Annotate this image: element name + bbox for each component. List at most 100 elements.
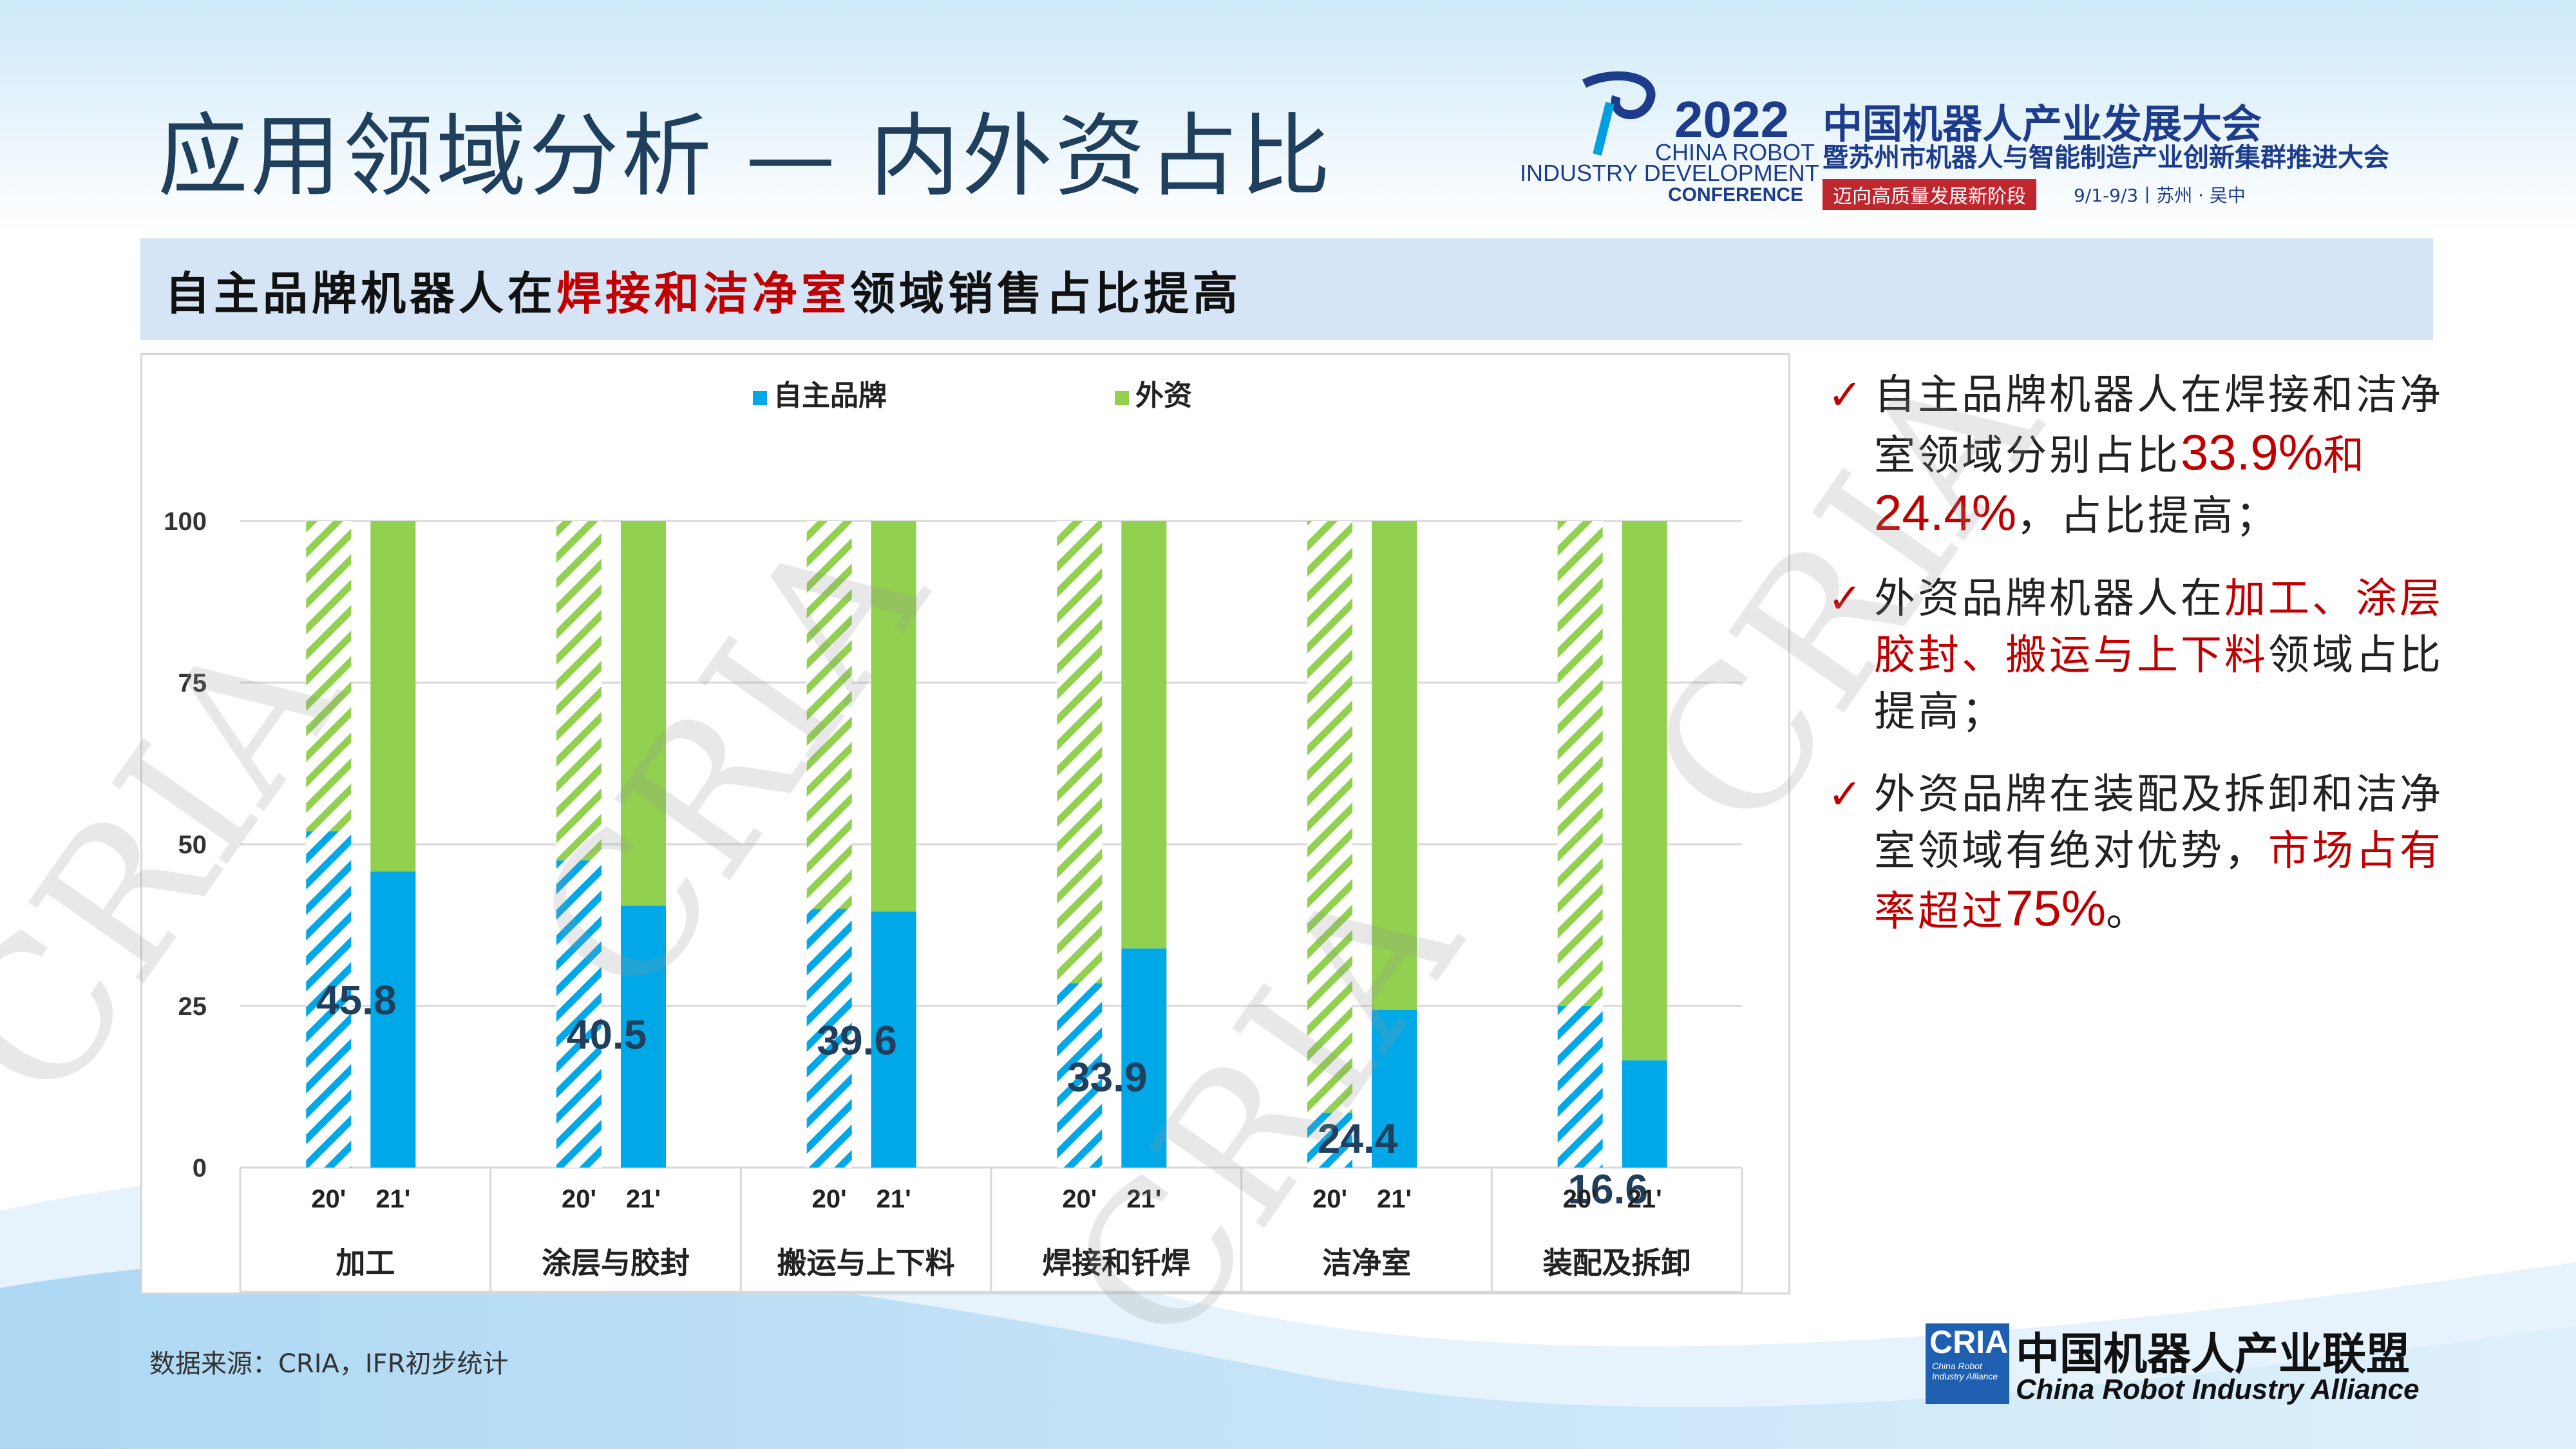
robot-logo-icon [1582,71,1656,156]
check-icon: ✓ [1828,372,1865,419]
legend-label-domestic: 自主品牌 [773,379,887,412]
data-label: 16.6 [1567,1166,1648,1212]
logo-date-place: 9/1-9/3丨苏州 · 吴中 [2074,185,2246,206]
bar-21-domestic [871,911,916,1168]
bar-21-foreign [621,521,666,906]
data-label: 40.5 [567,1011,647,1057]
bar-20-domestic [306,831,352,1168]
category-label: 搬运与上下料 [777,1245,955,1280]
y-tick-label: 0 [193,1154,207,1182]
banner-highlight: 焊接和洁净室 [556,267,850,320]
bar-20-domestic [1307,1112,1352,1168]
bar-21-foreign [1372,521,1417,1010]
bar-21-domestic [370,871,416,1168]
bullet-text: 领域占比提高； [1874,632,2443,736]
bar-chart: 0 25 50 75 100 45.8 20' 21' 加工 40.5 20' 21' 涂层与胶封 39.… [164,379,1743,1293]
category-label: 装配及拆卸 [1543,1245,1691,1280]
legend-swatch-domestic [753,391,767,405]
bar-20-domestic [1057,983,1103,1168]
bullet-item: ✓ 外资品牌机器人在加工、涂层胶封、搬运与上下料领域占比提高； [1828,571,2472,741]
bullet-text: 和 [2323,432,2367,480]
bar-21-foreign [1121,521,1167,949]
bar-21-domestic [621,905,666,1168]
chart-panel: 0 25 50 75 100 45.8 20' 21' 加工 40.5 20' 21' 涂层与胶封 39.… [140,353,1790,1294]
bar-20-foreign [806,521,852,909]
legend-swatch-foreign [1115,391,1129,405]
bullet-item: ✓ 外资品牌在装配及拆卸和洁净室领域有绝对优势，市场占有率超过75%。 [1828,766,2472,940]
bar-21-domestic [1622,1060,1667,1168]
sub-category-label: 20' [1312,1185,1347,1213]
bullet-text: 外资品牌在装配及拆卸和洁净室领域有绝对优势， [1874,771,2443,875]
legend-label-foreign: 外资 [1135,379,1192,412]
cria-abbr: CRIA [1929,1324,2009,1360]
y-tick-label: 100 [164,507,207,536]
sub-category-label: 21' [626,1185,661,1213]
logo-en-line3: CONFERENCE [1668,184,1804,205]
check-icon: ✓ [1828,575,1865,623]
bar-20-domestic [1557,1006,1603,1168]
banner-text: 自主品牌机器人在焊接和洁净室领域销售占比提高 [165,258,1242,323]
logo-year: 2022 [1674,91,1789,148]
bar-21-foreign [370,521,416,872]
sub-category-label: 21' [1627,1185,1662,1213]
alliance-logo: CRIA China Robot Industry Alliance 中国机器人… [1926,1317,2454,1414]
sub-category-label: 21' [1126,1185,1161,1213]
subtitle-banner: 自主品牌机器人在焊接和洁净室领域销售占比提高 [140,238,2433,340]
alliance-en: China Robot Industry Alliance [2016,1374,2420,1405]
data-label: 33.9 [1067,1054,1148,1101]
logo-tagline: 迈向高质量发展新阶段 [1823,179,2036,210]
sub-category-label: 21' [1377,1185,1412,1213]
bullet-text: 。 [2106,888,2150,936]
data-label: 39.6 [817,1017,897,1063]
y-tick-label: 50 [178,831,207,859]
bullet-list: ✓ 自主品牌机器人在焊接和洁净室领域分别占比33.9%和24.4%，占比提高； ✓ 外… [1828,367,2472,966]
bar-21-domestic [1372,1010,1417,1168]
bar-21-foreign [871,521,916,912]
y-tick-label: 25 [178,992,207,1021]
cria-abbr-sub: China Robot Industry Alliance [1932,1361,1998,1381]
bullet-item: ✓ 自主品牌机器人在焊接和洁净室领域分别占比33.9%和 24.4%，占比提高； [1828,367,2472,545]
page-title: 应用领域分析 — 内外资占比 [158,104,1334,209]
sub-category-label: 21' [375,1185,410,1213]
bar-20-foreign [1057,521,1103,983]
banner-post: 领域销售占比提高 [850,267,1242,320]
bullet-text: 24.4% [1874,484,2017,541]
bullet-text: ，占比提高； [2016,493,2280,540]
logo-zh-subtitle: 暨苏州市机器人与智能制造产业创新集群推进大会 [1823,143,2389,173]
bullet-text: 市场占有率超过 [1874,828,2443,936]
bar-20-foreign [556,521,601,861]
alliance-zh: 中国机器人产业联盟 [2016,1329,2410,1380]
bullet-text: 75% [2005,880,2107,936]
bar-20-foreign [1307,521,1352,1113]
logo-zh-title: 中国机器人产业发展大会 [1823,100,2262,147]
bar-21-domestic [1121,948,1167,1168]
bar-20-domestic [556,860,601,1168]
logo-en-line1: CHINA ROBOT [1655,139,1815,166]
bar-21-foreign [1622,521,1667,1061]
sub-category-label: 20' [562,1185,596,1213]
sub-category-label: 20' [1062,1185,1097,1213]
sub-category-label: 21' [876,1185,911,1213]
bar-20-domestic [806,909,852,1168]
sub-category-label: 20' [311,1185,346,1213]
sub-category-label: 20' [1563,1185,1598,1213]
data-label: 45.8 [316,977,397,1023]
category-label: 加工 [336,1245,395,1280]
bar-20-foreign [1557,521,1603,1006]
category-label: 焊接和钎焊 [1042,1245,1190,1280]
cria-logo-icon: CRIA China Robot Industry Alliance [1926,1323,2009,1404]
sub-category-label: 20' [812,1185,847,1213]
data-label: 24.4 [1318,1115,1398,1162]
bullet-text: 加工、涂层胶封、搬运与上下料 [1874,575,2443,679]
category-label: 涂层与胶封 [542,1245,690,1280]
bullet-text: 33.9% [2181,424,2324,480]
logo-en-line2: INDUSTRY DEVELOPMENT [1520,160,1819,186]
data-source: 数据来源：CRIA，IFR初步统计 [149,1349,509,1379]
category-label: 洁净室 [1322,1245,1411,1280]
bar-20-foreign [306,521,352,831]
check-icon: ✓ [1828,771,1865,819]
conference-logo: 2022 CHINA ROBOT INDUSTRY DEVELOPMENT CO… [1520,64,2421,213]
bullet-text: 自主品牌机器人在焊接和洁净室领域分别占比 [1874,372,2443,480]
bullet-text: 外资品牌机器人在 [1874,575,2224,623]
banner-pre: 自主品牌机器人在 [165,267,556,320]
